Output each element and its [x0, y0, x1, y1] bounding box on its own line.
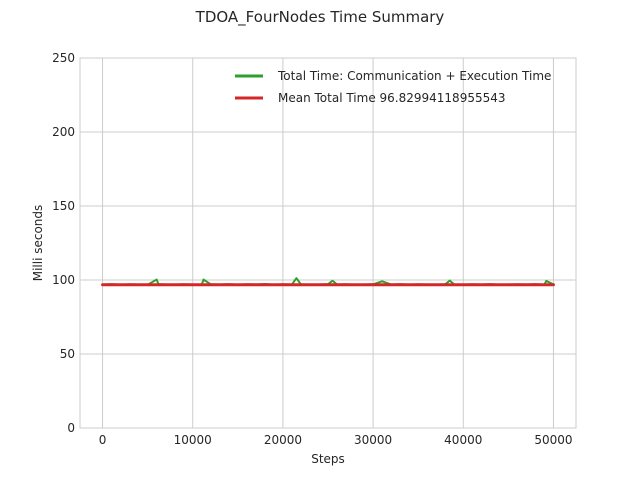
- x-tick-label: 10000: [174, 433, 212, 447]
- plot-background: [79, 57, 577, 429]
- plot-area: [79, 57, 577, 429]
- x-tick-label: 30000: [354, 433, 392, 447]
- legend-label: Total Time: Communication + Execution Ti…: [277, 69, 551, 83]
- y-tick-label: 50: [60, 347, 75, 361]
- y-tick-label: 100: [52, 273, 75, 287]
- x-tick-label: 40000: [444, 433, 482, 447]
- chart-title: TDOA_FourNodes Time Summary: [195, 8, 445, 27]
- y-tick-label: 250: [52, 51, 75, 65]
- y-tick-label: 150: [52, 199, 75, 213]
- y-tick-label: 0: [67, 421, 75, 435]
- y-axis-ticks: 0 50 100 150 200 250: [52, 51, 75, 435]
- y-tick-label: 200: [52, 125, 75, 139]
- x-axis-ticks: 0 10000 20000 30000 40000 50000: [99, 433, 573, 447]
- x-tick-label: 50000: [534, 433, 572, 447]
- grid: [80, 57, 576, 429]
- legend: Total Time: Communication + Execution Ti…: [235, 69, 551, 105]
- x-tick-label: 20000: [264, 433, 302, 447]
- legend-label: Mean Total Time 96.82994118955543: [278, 91, 506, 105]
- series-layer: [101, 277, 555, 287]
- y-axis-label: Milli seconds: [31, 205, 45, 282]
- x-axis-label: Steps: [311, 452, 345, 466]
- x-tick-label: 0: [99, 433, 107, 447]
